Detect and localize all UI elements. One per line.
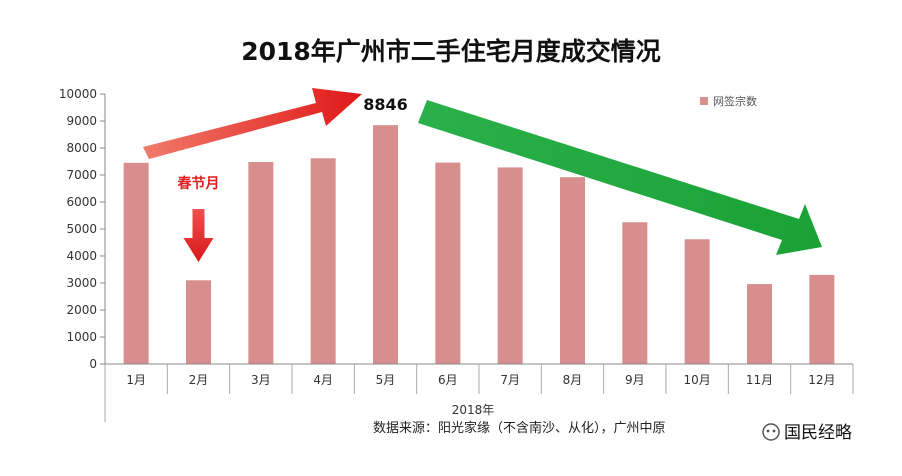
source-note: 数据来源：阳光家缘（不含南沙、从化），广州中原 <box>373 420 666 436</box>
bar <box>622 222 648 364</box>
x-tick-label: 12月 <box>808 373 835 387</box>
bar <box>809 274 835 364</box>
y-tick-label: 3000 <box>66 276 97 290</box>
bar <box>560 177 585 364</box>
x-tick-label: 10月 <box>684 373 711 387</box>
falling-trend-arrow <box>418 100 822 255</box>
y-tick-label: 4000 <box>66 249 97 263</box>
y-tick-label: 9000 <box>66 114 97 128</box>
peak-value-label: 8846 <box>363 95 408 114</box>
y-tick-label: 1000 <box>66 330 97 344</box>
holiday-down-arrow <box>183 209 214 262</box>
x-tick-label: 1月 <box>126 373 146 387</box>
legend-label: 网签宗数 <box>713 94 757 108</box>
x-axis-label: 2018年 <box>452 403 495 417</box>
bar <box>310 158 336 364</box>
chart-title: 2018年广州市二手住宅月度成交情况 <box>241 37 661 66</box>
legend: 网签宗数 <box>700 94 757 108</box>
watermark-text: 国民经略 <box>784 423 852 443</box>
y-tick-label: 2000 <box>66 303 97 317</box>
x-tick-label: 11月 <box>746 373 773 387</box>
bar <box>186 280 211 364</box>
x-tick-label: 4月 <box>313 373 333 387</box>
wechat-icon <box>762 423 780 441</box>
holiday-label: 春节月 <box>177 175 220 192</box>
wechat-icon-dot <box>766 429 770 433</box>
y-tick-label: 6000 <box>66 195 97 209</box>
y-tick-label: 10000 <box>59 87 97 101</box>
y-tick-label: 7000 <box>66 168 97 182</box>
y-axis: 0 1000 2000 3000 4000 5000 6000 7000 8000 9000 100… <box>59 87 106 371</box>
x-tick-label: 7月 <box>500 373 520 387</box>
x-tick-label: 3月 <box>251 373 271 387</box>
watermark: 国民经略 <box>762 423 852 443</box>
y-tick-label: 0 <box>89 357 97 371</box>
y-tick-label: 8000 <box>66 141 97 155</box>
bar <box>248 162 274 364</box>
bar <box>123 162 149 364</box>
bar <box>684 239 710 364</box>
trend-arrows: 8846 春节月 <box>143 88 822 262</box>
wechat-icon-dot <box>772 429 776 433</box>
x-tick-label: 2月 <box>189 373 209 387</box>
bar <box>435 162 461 364</box>
x-axis: 1月 2月 3月 4月 5月 6月 7月 8月 9月 10月 11月 12月 <box>104 363 854 422</box>
x-tick-label: 8月 <box>563 373 583 387</box>
rising-trend-arrow <box>143 88 362 159</box>
x-tick-label: 6月 <box>438 373 458 387</box>
x-tick-label: 5月 <box>376 373 396 387</box>
bar <box>747 284 772 364</box>
bar <box>373 125 398 365</box>
bar <box>497 167 523 364</box>
bars <box>123 125 835 365</box>
x-tick-label: 9月 <box>625 373 645 387</box>
y-tick-label: 5000 <box>66 222 97 236</box>
legend-swatch <box>700 97 708 105</box>
